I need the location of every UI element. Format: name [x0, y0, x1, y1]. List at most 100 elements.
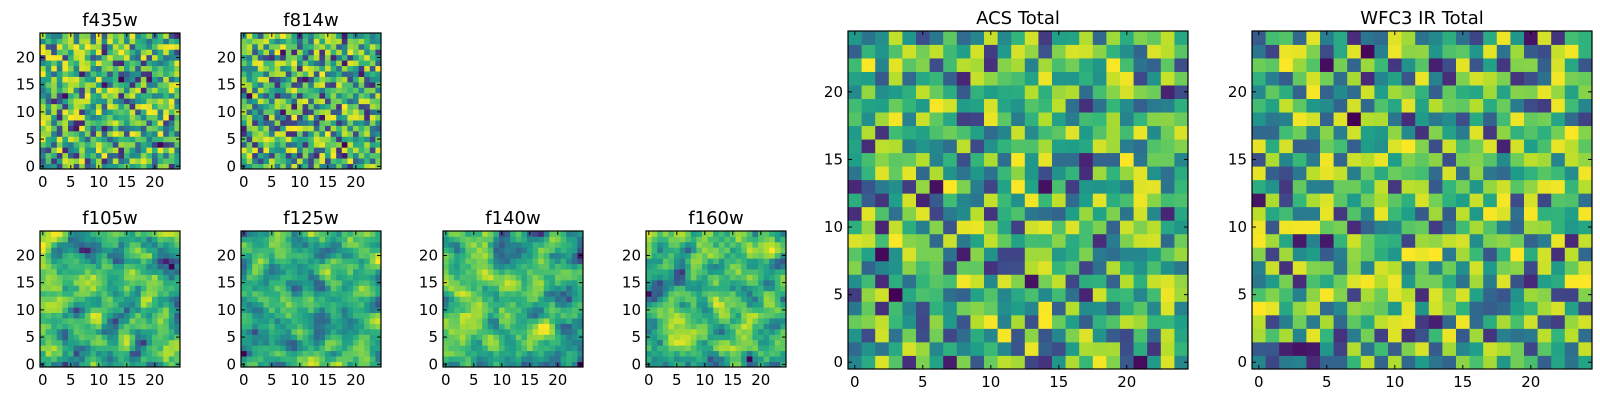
heatmap-cell: [718, 356, 725, 362]
heatmap-cell: [285, 350, 292, 357]
heatmap-cell: [668, 231, 675, 237]
heatmap-cell: [257, 285, 264, 292]
heatmap-cell: [560, 285, 567, 292]
heatmap-cell: [549, 247, 556, 254]
heatmap-cell: [347, 87, 354, 94]
heatmap-cell: [560, 274, 567, 281]
heatmap-cell: [73, 120, 80, 126]
heatmap-cell: [1333, 179, 1348, 194]
heatmap-cell: [997, 247, 1012, 262]
heatmap-cell: [646, 318, 652, 324]
heatmap-cell: [124, 269, 130, 275]
heatmap-cell: [73, 114, 80, 121]
heatmap-cell: [1292, 328, 1307, 343]
heatmap-cell: [129, 152, 136, 159]
heatmap-cell: [269, 152, 275, 159]
heatmap-cell: [135, 296, 142, 303]
heatmap-cell: [696, 312, 703, 319]
heatmap-cell: [943, 220, 958, 235]
heatmap-cell: [140, 130, 147, 137]
heatmap-cell: [454, 312, 461, 319]
heatmap-cell: [1564, 287, 1579, 302]
heatmap-cell: [482, 339, 489, 346]
heatmap-cell: [668, 339, 675, 346]
heatmap-cell: [73, 54, 80, 61]
heatmap-cell: [758, 290, 764, 297]
heatmap-cell: [274, 147, 281, 154]
heatmap-cell: [713, 323, 720, 330]
heatmap-cell: [763, 236, 770, 243]
heatmap-cell: [741, 279, 748, 286]
y-tick-label: 0: [226, 157, 236, 175]
heatmap-cell: [118, 361, 125, 368]
heatmap-cell: [549, 269, 556, 275]
heatmap-cell: [752, 345, 759, 352]
heatmap-cell: [1160, 71, 1175, 86]
heatmap-cell: [146, 114, 153, 121]
heatmap-cell: [1456, 166, 1470, 181]
heatmap-cell: [532, 290, 539, 297]
heatmap-cell: [774, 356, 781, 362]
heatmap-cell: [1133, 31, 1148, 45]
heatmap-cell: [888, 85, 903, 99]
heatmap-cell: [543, 274, 550, 281]
heatmap-cell: [543, 318, 550, 324]
heatmap-cell: [263, 274, 270, 281]
heatmap-cell: [448, 241, 455, 248]
heatmap-cell: [129, 120, 136, 126]
heatmap-cell: [651, 274, 658, 281]
heatmap-cell: [129, 136, 136, 143]
heatmap-cell: [341, 76, 348, 83]
heatmap-cell: [336, 109, 343, 115]
heatmap-cell: [84, 141, 91, 148]
heatmap-cell: [696, 296, 703, 303]
heatmap-cell: [984, 355, 998, 370]
heatmap-cell: [347, 356, 354, 362]
heatmap-cell: [269, 49, 275, 56]
heatmap-cell: [252, 125, 259, 132]
heatmap-cell: [888, 193, 903, 208]
heatmap-cell: [252, 252, 259, 259]
heatmap-cell: [902, 260, 917, 275]
heatmap-cell: [1469, 301, 1484, 316]
heatmap-cell: [1052, 355, 1066, 370]
heatmap-cell: [1306, 193, 1321, 208]
heatmap-cell: [107, 71, 114, 77]
heatmap-cell: [336, 290, 343, 297]
heatmap-cell: [68, 279, 74, 286]
heatmap-cell: [135, 120, 142, 126]
heatmap-cell: [358, 263, 365, 270]
heatmap-cell: [1551, 301, 1566, 316]
heatmap-cell: [1388, 274, 1402, 289]
heatmap-cell: [135, 38, 142, 45]
heatmap-cell: [679, 247, 686, 254]
heatmap-cell: [51, 125, 58, 132]
heatmap-cell: [101, 130, 108, 137]
heatmap-cell: [493, 290, 500, 297]
heatmap-cell: [1374, 233, 1389, 248]
heatmap-cell: [45, 38, 52, 45]
heatmap-cell: [62, 65, 69, 72]
heatmap-cell: [1551, 166, 1566, 181]
heatmap-cell: [325, 98, 331, 105]
heatmap-cell: [308, 279, 315, 286]
heatmap-cell: [713, 274, 720, 281]
heatmap-cell: [465, 274, 472, 281]
heatmap-cell: [280, 307, 287, 313]
heatmap-cell: [1578, 166, 1593, 181]
heatmap-cell: [1065, 233, 1080, 248]
heatmap-cell: [448, 279, 455, 286]
heatmap-cell: [90, 241, 97, 248]
heatmap-cell: [257, 241, 264, 248]
heatmap-cell: [646, 241, 652, 248]
heatmap-cell: [319, 274, 326, 281]
heatmap-cell: [956, 71, 971, 86]
heatmap-cell: [56, 98, 63, 105]
heatmap-cell: [1442, 166, 1457, 181]
heatmap-cell: [56, 334, 63, 341]
heatmap-cell: [274, 247, 281, 254]
heatmap-cell: [269, 323, 275, 330]
heatmap-cell: [1147, 139, 1162, 154]
heatmap-cell: [696, 290, 703, 297]
heatmap-cell: [174, 231, 181, 237]
